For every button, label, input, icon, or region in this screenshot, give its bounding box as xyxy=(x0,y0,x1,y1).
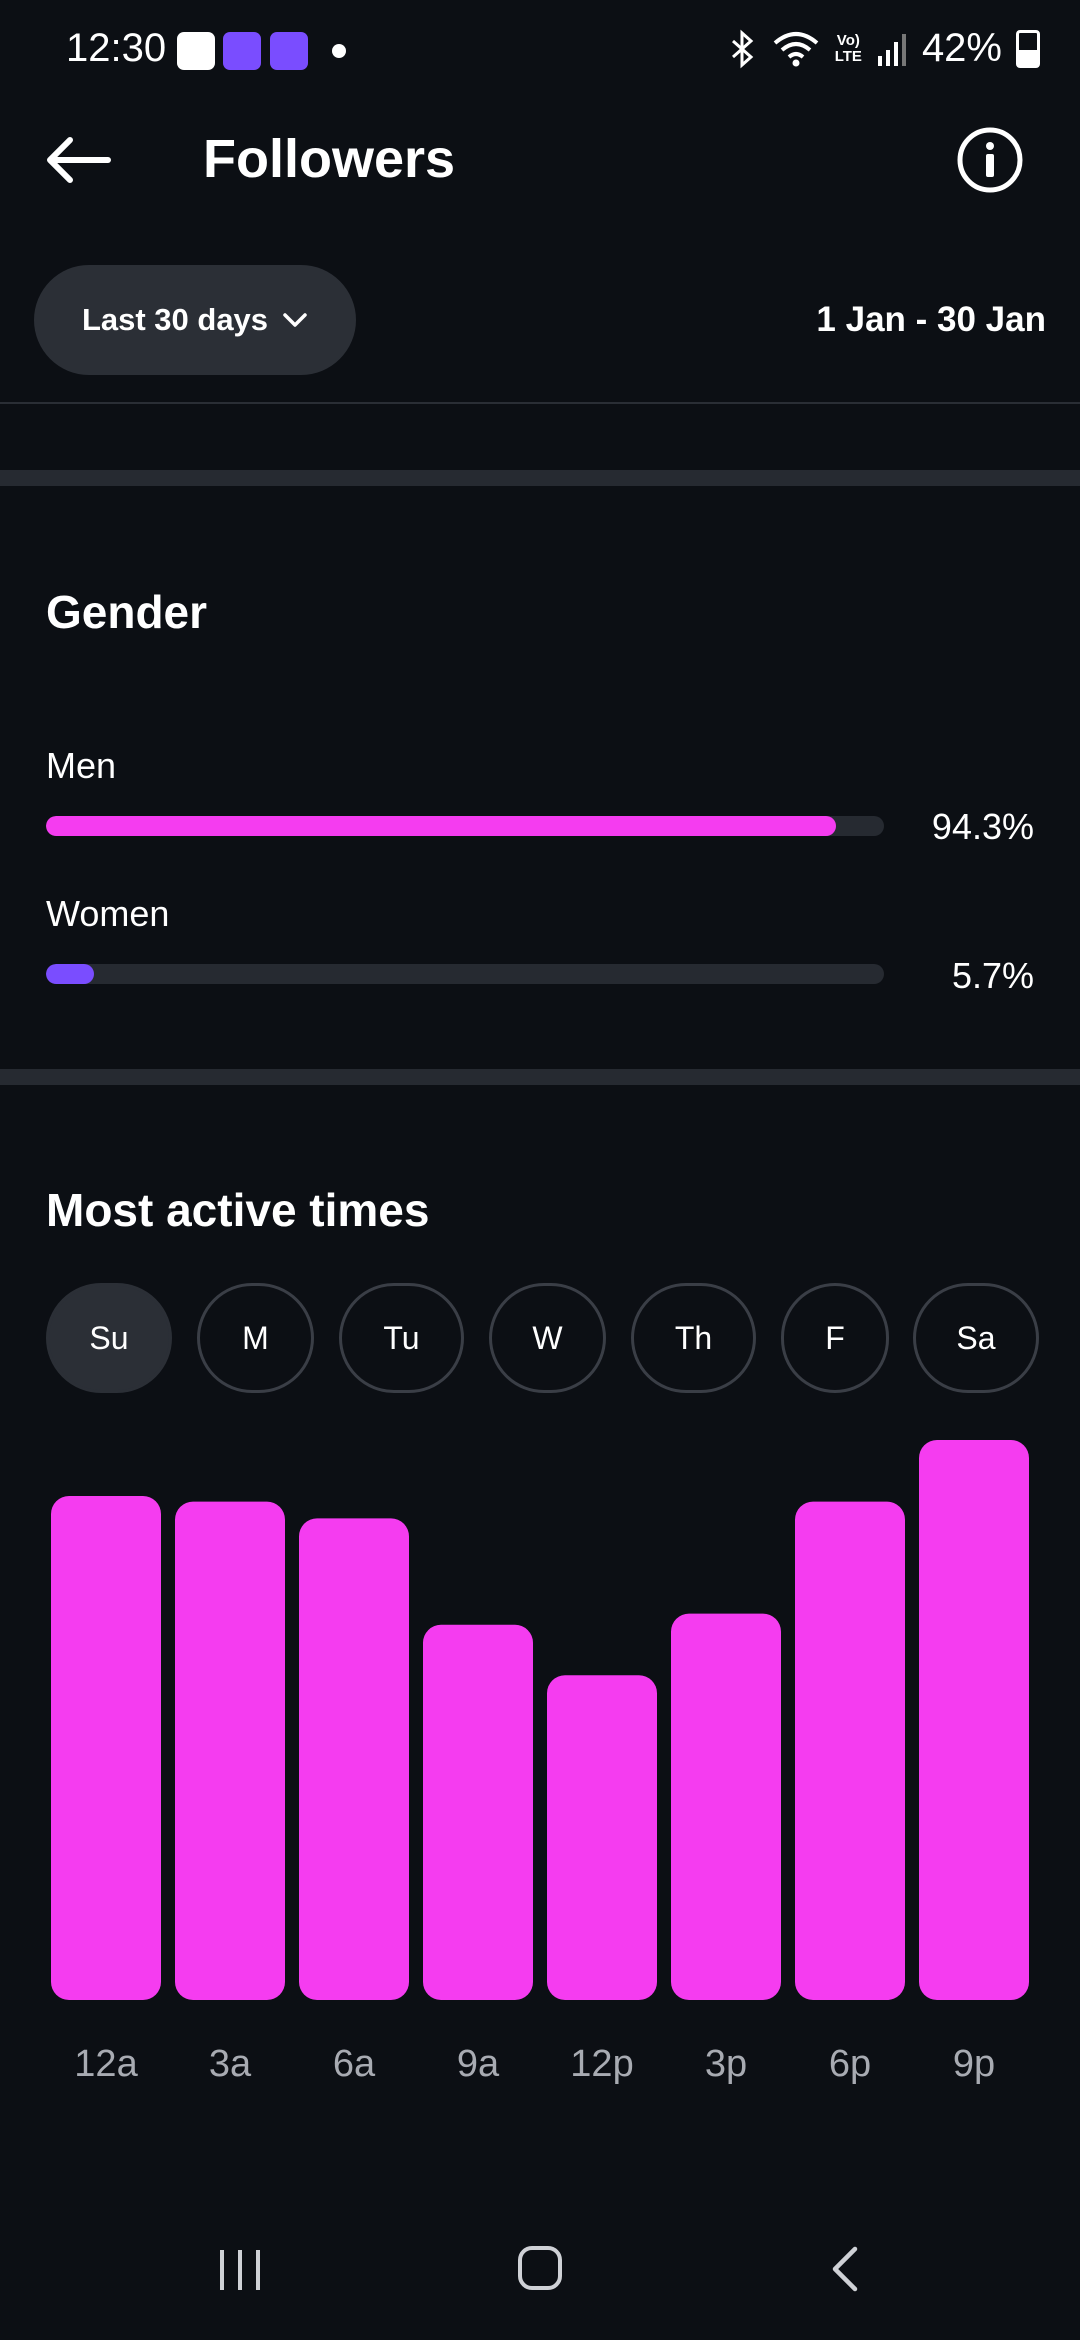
chart-bar-12a xyxy=(51,1496,161,2000)
chart-tick-12p: 12p xyxy=(570,2043,633,2085)
day-tab-tuesday[interactable]: Tu xyxy=(339,1283,464,1393)
status-right: Vo) LTE 42% xyxy=(727,26,1040,71)
status-time: 12:30 xyxy=(66,26,167,70)
chart-tick-6p: 6p xyxy=(829,2043,871,2085)
gender-percent-women: 5.7% xyxy=(951,955,1034,996)
chart-bar-3p xyxy=(671,1613,781,2000)
gender-percent-men: 94.3% xyxy=(931,806,1034,847)
back-arrow-icon[interactable] xyxy=(40,120,120,200)
gender-label-women: Women xyxy=(46,893,170,934)
date-range-dropdown[interactable]: Last 30 days xyxy=(34,265,356,375)
recent-apps-icon[interactable] xyxy=(210,2245,270,2295)
home-icon[interactable] xyxy=(515,2243,565,2293)
battery-percent: 42% xyxy=(921,26,1002,70)
day-tab-monday[interactable]: M xyxy=(197,1283,314,1393)
chart-bar-12p xyxy=(547,1675,657,2000)
bluetooth-icon xyxy=(731,29,753,68)
gender-label-men: Men xyxy=(46,745,117,786)
chart-bar-9a xyxy=(423,1624,533,2000)
volte-icon: Vo) LTE xyxy=(834,31,862,65)
section-divider xyxy=(0,470,1080,486)
wifi-icon xyxy=(773,31,819,66)
chart-tick-3p: 3p xyxy=(705,2043,747,2085)
page-title: Followers xyxy=(203,129,456,189)
gallery-icon xyxy=(177,32,215,70)
gender-bar-fill xyxy=(46,964,94,984)
gender-section-title: Gender xyxy=(46,586,208,638)
day-tab-saturday[interactable]: Sa xyxy=(913,1283,1039,1393)
battery-icon xyxy=(1016,29,1040,68)
chart-bar-9p xyxy=(919,1440,1029,2000)
day-tab-thursday[interactable]: Th xyxy=(631,1283,756,1393)
notification-dot xyxy=(332,44,346,58)
chart-tick-9a: 9a xyxy=(457,2043,500,2085)
active-times-title: Most active times xyxy=(46,1184,430,1236)
app-link-icon xyxy=(223,32,261,70)
section-divider xyxy=(0,1069,1080,1085)
day-tab-sunday[interactable]: Su xyxy=(46,1283,172,1393)
info-icon[interactable] xyxy=(955,125,1025,195)
chart-bar-6p xyxy=(795,1501,905,2000)
day-tab-friday[interactable]: F xyxy=(781,1283,889,1393)
chart-tick-12a: 12a xyxy=(74,2043,138,2085)
chevron-down-icon xyxy=(283,313,307,327)
date-range-text: 1 Jan - 30 Jan xyxy=(816,300,1046,339)
chart-tick-9p: 9p xyxy=(953,2043,995,2085)
volte-top: Vo) xyxy=(836,31,860,49)
signal-icon xyxy=(877,33,906,66)
gender-bar-men xyxy=(46,816,884,836)
volte-bottom: LTE xyxy=(834,47,862,65)
active-times-chart: 12a 3a 6a 9a 12p 3p 6p 9p xyxy=(51,1440,1029,2085)
back-icon[interactable] xyxy=(820,2243,870,2295)
chart-bar-6a xyxy=(299,1518,409,2000)
app-link-icon xyxy=(270,32,308,70)
chart-bar-3a xyxy=(175,1501,285,2000)
divider xyxy=(0,402,1080,404)
chart-tick-3a: 3a xyxy=(209,2043,252,2085)
gender-bar-women xyxy=(46,964,884,984)
chart-tick-6a: 6a xyxy=(333,2043,376,2085)
day-tab-wednesday[interactable]: W xyxy=(489,1283,606,1393)
gender-bar-fill xyxy=(46,816,837,836)
date-range-dropdown-label: Last 30 days xyxy=(81,302,269,337)
